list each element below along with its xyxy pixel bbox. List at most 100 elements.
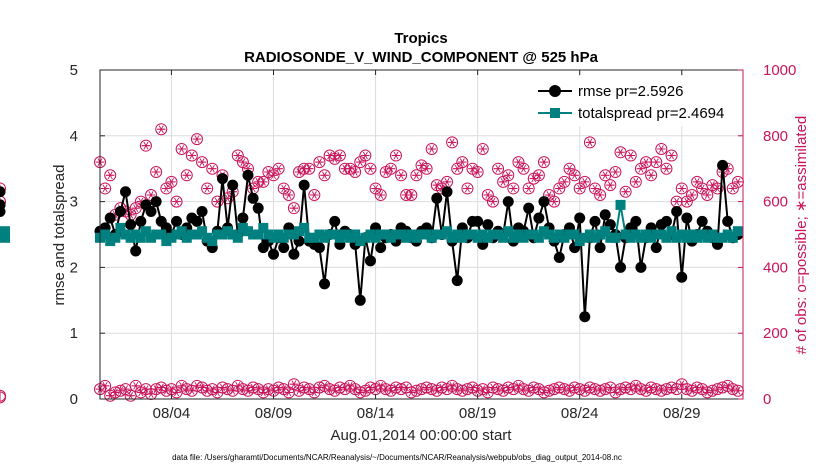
obs-possible-circle [180,169,193,182]
rmse-point [354,294,366,306]
totalspread-point [513,229,524,240]
obs-possible-circle [446,136,459,149]
totalspread-point [579,232,590,243]
obs-possible-circle [236,383,249,396]
totalspread-point [385,232,396,243]
totalspread-point [641,229,652,240]
obs-count-point [124,389,137,402]
totalspread-point [350,229,361,240]
obs-count-point [0,182,6,195]
totalspread-point [390,229,401,240]
rmse-point [247,192,259,204]
rmse-point [502,196,514,208]
obs-possible-circle [272,162,285,175]
obs-possible-circle [160,384,173,397]
totalspread-point [671,232,682,243]
totalspread-point [135,232,146,243]
obs-count-point [655,142,668,155]
rmse-point [553,252,565,264]
rmse-point [681,212,693,224]
data-file-footnote: data file: /Users/gharamti/Documents/NCA… [172,453,622,462]
totalspread-point [370,232,381,243]
obs-possible-circle [389,149,402,162]
obs-count-point [522,182,535,195]
obs-possible-circle [185,149,198,162]
totalspread-point [115,222,126,233]
totalspread-point [472,232,483,243]
obs-count-point [104,169,117,182]
obs-count-point [359,149,372,162]
obs-possible-circle [650,383,663,396]
totalspread-point [635,232,646,243]
obs-count-point [201,182,214,195]
totalspread-point [666,226,677,237]
x-tick-label: 08/04 [153,405,191,422]
obs-count-point [185,149,198,162]
obs-possible-circle [711,182,724,195]
totalspread-point [722,229,733,240]
totalspread-point [237,222,248,233]
totalspread-point [365,229,376,240]
y-left-tick-label: 1 [70,325,78,342]
obs-possible-circle [425,142,438,155]
totalspread-point [707,229,718,240]
rmse-point [635,261,647,273]
rmse-point [196,205,208,217]
obs-count-point [532,169,545,182]
obs-possible-circle [150,165,163,178]
obs-count-point [190,133,203,146]
rmse-point [717,159,729,171]
legend-rmse-marker [549,85,561,97]
rmse-point [329,215,341,227]
obs-count-point [558,175,571,188]
totalspread-point [248,229,259,240]
obs-possible-circle [190,379,203,392]
obs-count-point [604,381,617,394]
totalspread-point [375,229,386,240]
obs-possible-circle [527,381,540,394]
obs-possible-circle [420,162,433,175]
obs-possible-circle [139,139,152,152]
obs-count-point [492,162,505,175]
totalspread-point [538,226,549,237]
obs-possible-circle [680,383,693,396]
obs-possible-circle [425,383,438,396]
obs-possible-circle [476,142,489,155]
obs-count-point [395,169,408,182]
obs-count-series [0,123,744,221]
totalspread-point [268,232,279,243]
obs-count-point [425,142,438,155]
obs-possible-circle [486,195,499,208]
y-left-tick-label: 3 [70,194,78,211]
obs-possible-circle [701,189,714,202]
obs-possible-circle [645,169,658,182]
obs-possible-circle [313,156,326,169]
obs-possible-circle [201,182,214,195]
obs-count-point [420,162,433,175]
totalspread-point [712,232,723,243]
obs-possible-circle [415,383,428,396]
rmse-point [523,202,535,214]
totalspread-point [625,232,636,243]
obs-count-point [180,169,193,182]
totalspread-point [528,229,539,240]
obs-count-point [619,185,632,198]
obs-possible-circle [114,384,127,397]
totalspread-point [656,229,667,240]
totalspread-point [197,226,208,237]
rmse-point [574,212,586,224]
totalspread-point [533,232,544,243]
totalspread-point [498,232,509,243]
obs-count-point [604,179,617,192]
obs-count-point [507,182,520,195]
obs-possible-circle [558,383,571,396]
obs-count-point [537,156,550,169]
totalspread-point [253,229,264,240]
obs-possible-circle [492,162,505,175]
totalspread-point [105,236,116,247]
obs-possible-circle [206,162,219,175]
obs-count-point [257,175,270,188]
x-axis-label: Aug.01,2014 00:00:00 start [331,427,513,444]
obs-possible-circle [675,182,688,195]
obs-count-point [129,202,142,215]
